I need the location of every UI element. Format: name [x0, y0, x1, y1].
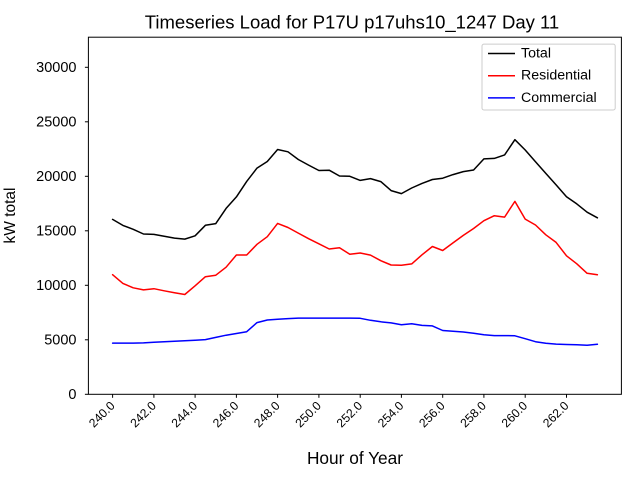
svg-text:25000: 25000: [36, 115, 76, 131]
svg-text:Timeseries Load for P17U p17uh: Timeseries Load for P17U p17uhs10_1247 D…: [145, 12, 559, 34]
svg-text:Commercial: Commercial: [521, 90, 597, 106]
svg-text:10000: 10000: [36, 278, 76, 294]
svg-text:Total: Total: [521, 46, 551, 62]
svg-text:0: 0: [68, 387, 76, 403]
svg-text:kW total: kW total: [2, 188, 19, 244]
svg-text:15000: 15000: [36, 224, 76, 240]
svg-text:5000: 5000: [44, 333, 76, 349]
svg-text:30000: 30000: [36, 60, 76, 76]
svg-text:Hour of Year: Hour of Year: [307, 448, 403, 468]
svg-text:20000: 20000: [36, 169, 76, 185]
svg-text:Residential: Residential: [521, 68, 591, 84]
